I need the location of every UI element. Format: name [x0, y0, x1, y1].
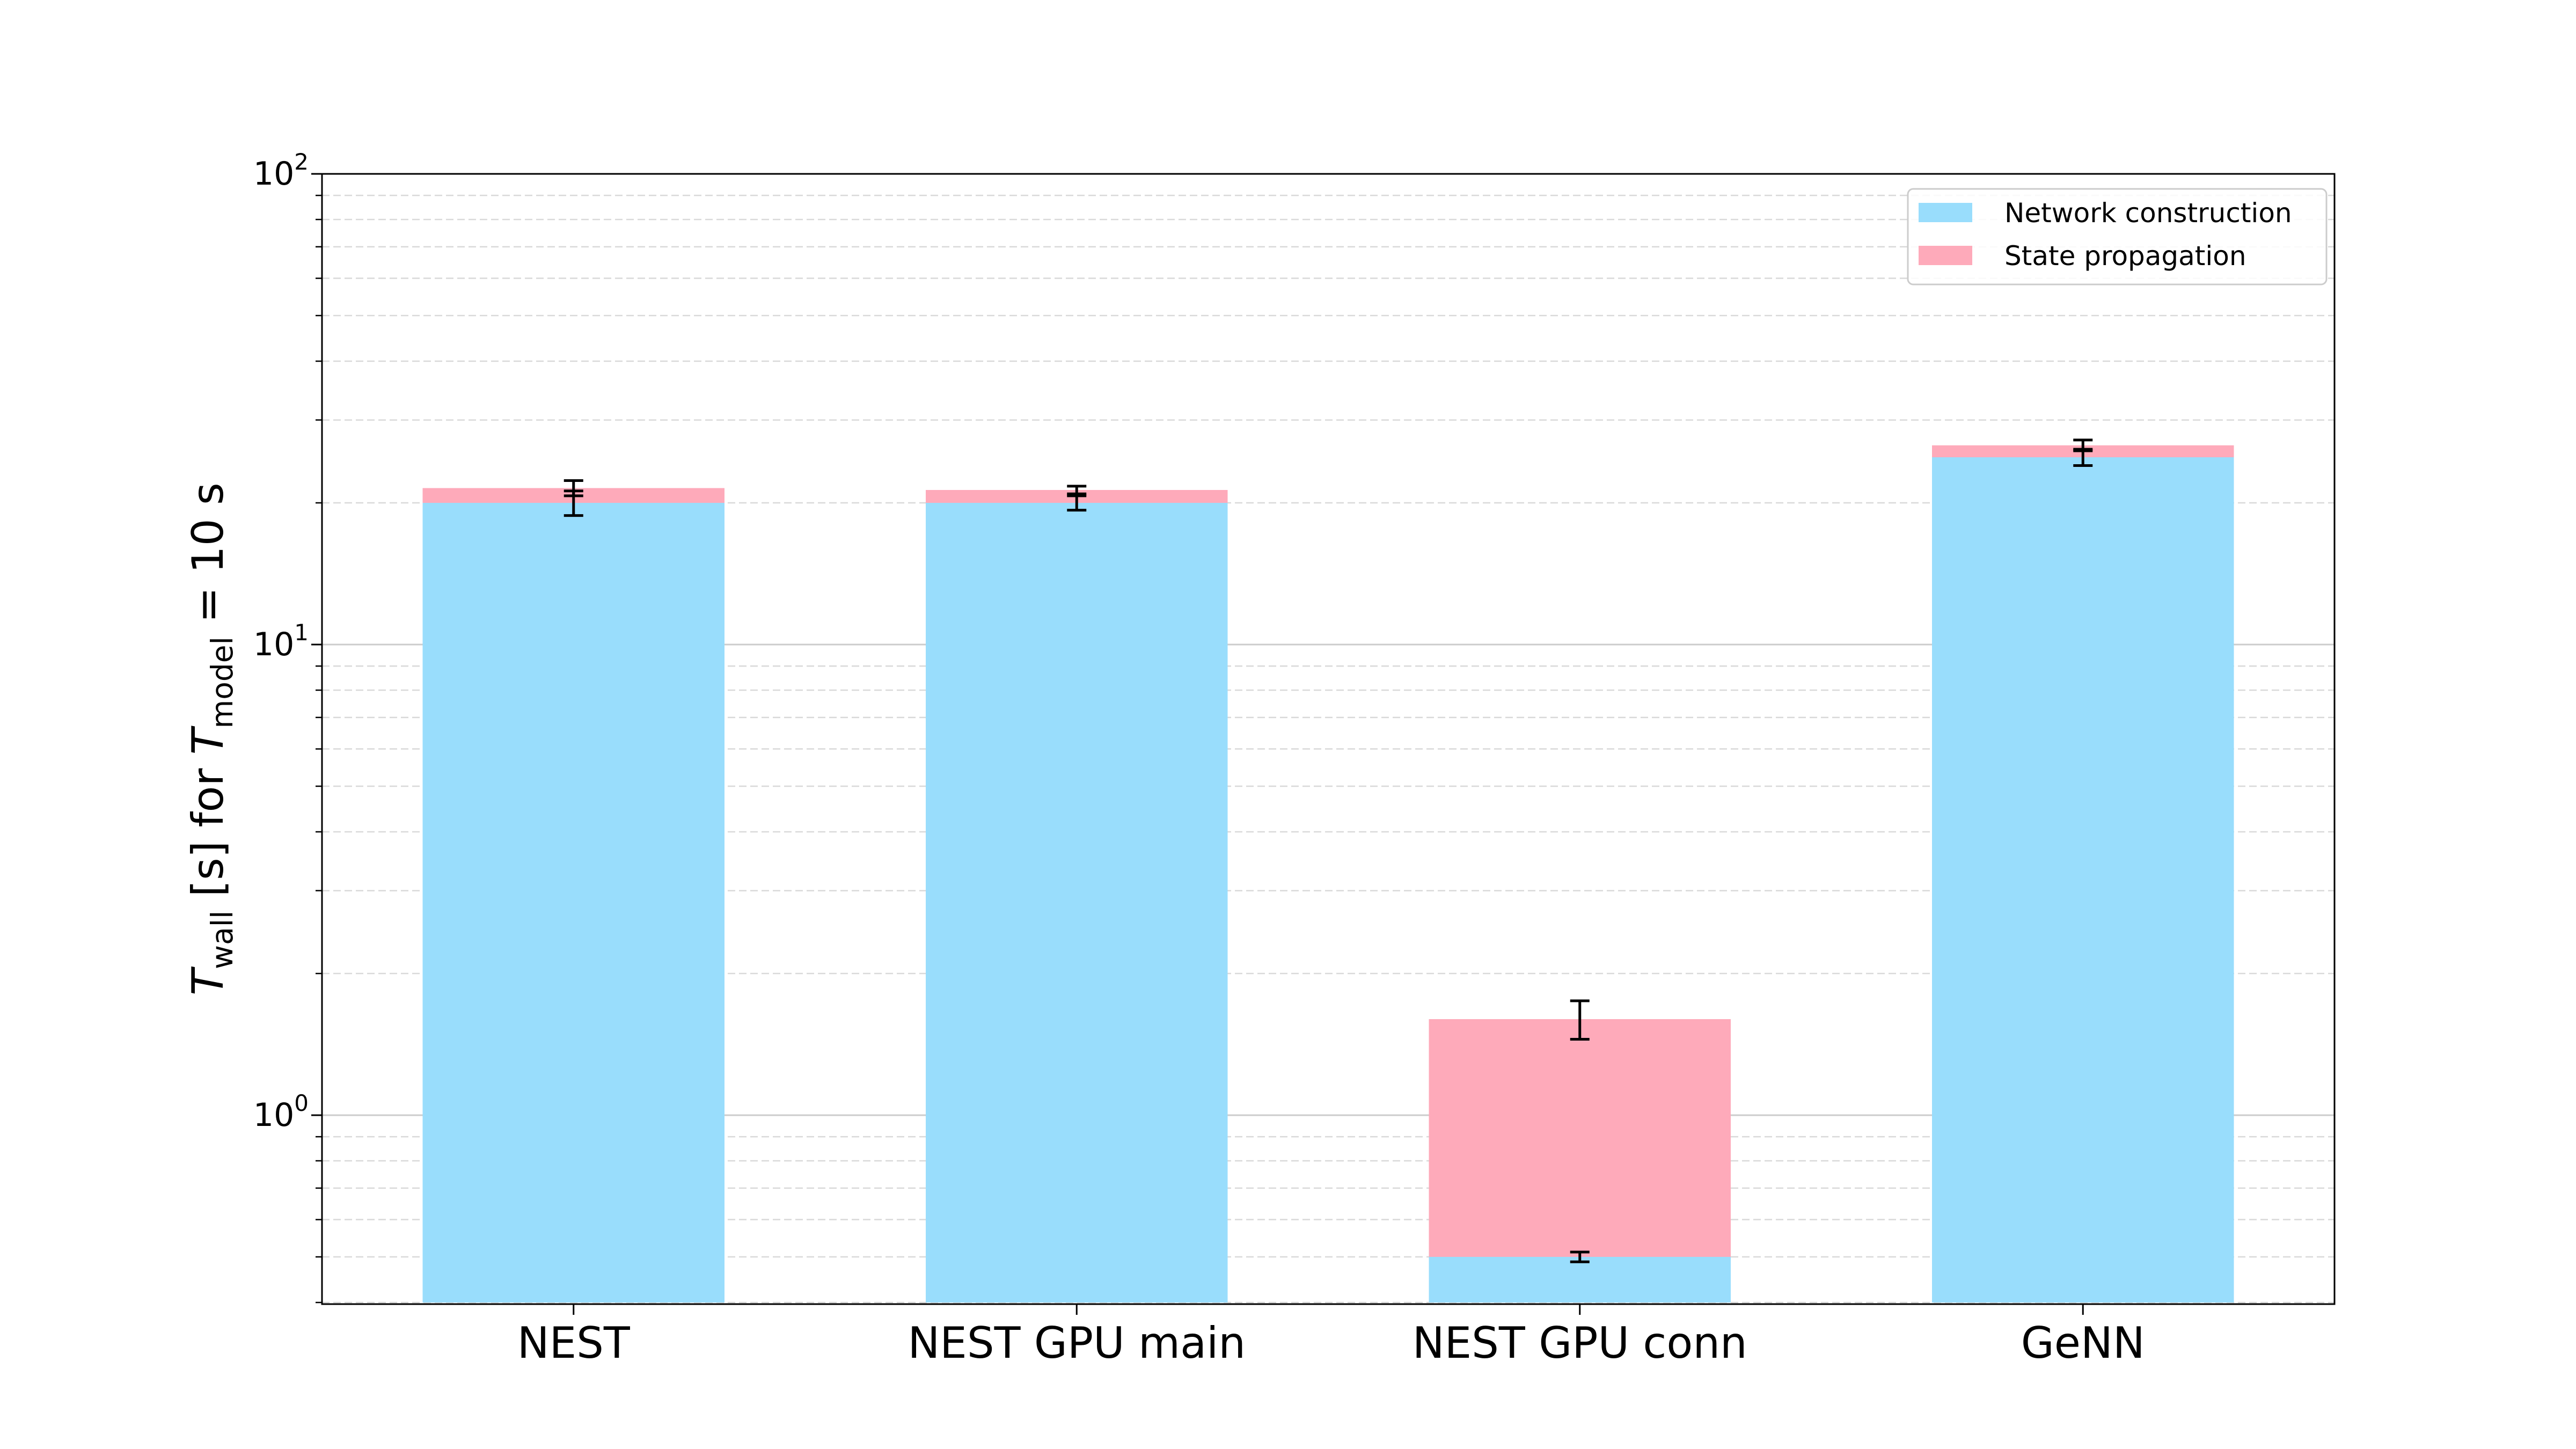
legend-label-state-propagation: State propagation — [2004, 240, 2246, 272]
y-tick-label: 100 — [253, 1090, 309, 1134]
legend: Network construction State propagation — [1907, 188, 2328, 286]
bar-nest-gpu-conn-network-construction — [1429, 1257, 1731, 1302]
bar-nest-gpu-conn-state-propagation — [1429, 1019, 1731, 1257]
x-category-label: NEST GPU main — [908, 1318, 1246, 1368]
bar-nest-network-construction — [422, 502, 724, 1302]
y-tick-label: 102 — [253, 149, 309, 193]
legend-box — [1907, 188, 2328, 286]
bar-nest-gpu-main-network-construction — [926, 502, 1228, 1302]
legend-label-network-construction: Network construction — [2004, 197, 2292, 229]
bars — [422, 445, 2234, 1302]
y-axis-label: Twall [s] for Tmodel = 10 s — [183, 482, 239, 995]
legend-swatch-state-propagation — [1919, 246, 1972, 265]
bar-genn-network-construction — [1932, 457, 2234, 1302]
x-category-label: NEST — [517, 1318, 631, 1368]
legend-swatch-network-construction — [1919, 203, 1972, 222]
error-bars — [564, 438, 2093, 1263]
axis-ticks: 100 101 102 NEST NEST GPU main NEST GPU conn G… — [253, 149, 2145, 1368]
plot-frame — [321, 173, 2336, 1305]
x-category-label: NEST GPU conn — [1413, 1318, 1747, 1368]
y-tick-label: 101 — [253, 619, 309, 663]
x-category-label: GeNN — [2021, 1318, 2145, 1368]
